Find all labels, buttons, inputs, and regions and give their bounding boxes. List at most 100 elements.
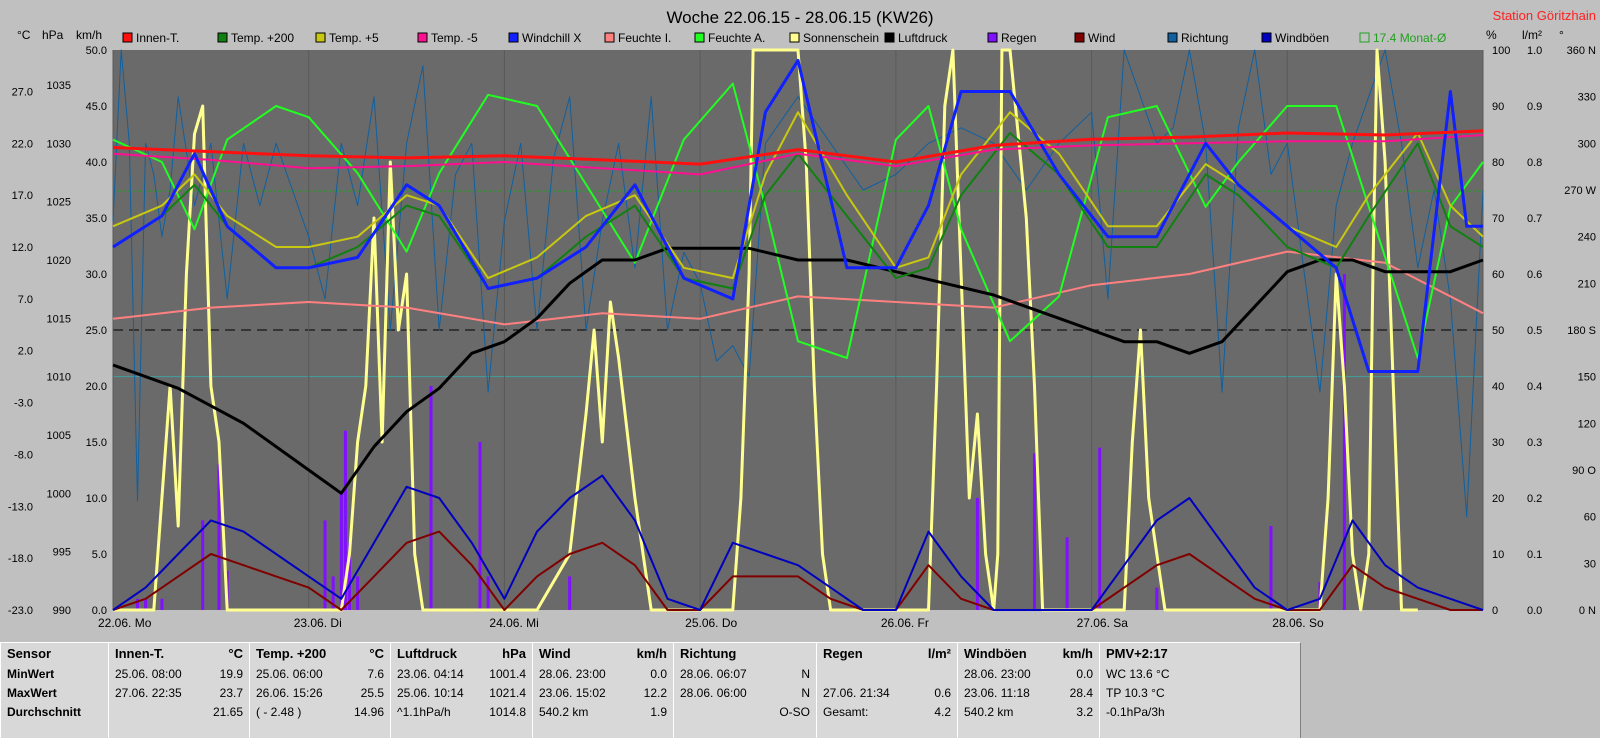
legend-swatch-1 <box>217 32 228 43</box>
row-label-column: Sensor MinWert MaxWert Durchschnitt <box>0 642 110 738</box>
series-line-luftdruck <box>112 246 1484 495</box>
series-line-innen-t- <box>112 129 1484 166</box>
tick-speed_kmh-9: 5.0 <box>92 549 107 561</box>
stats-cell-value: 25.5 <box>360 686 384 700</box>
legend-swatch-13 <box>1359 32 1370 43</box>
legend-swatch-6 <box>694 32 705 43</box>
stats-cell-value: 14.96 <box>353 705 384 719</box>
tick-percent-7: 30 <box>1492 437 1504 449</box>
legend-label-13: 17.4 Monat-Ø <box>1373 31 1446 45</box>
series-line-feuchte-a- <box>112 82 1484 359</box>
tick-pressure_hpa-6: 1005 <box>47 430 71 442</box>
stats-cell-label: 27.06. 22:35 <box>115 686 182 700</box>
tick-direction-10: 60 <box>1584 512 1596 524</box>
tick-pressure_hpa-1: 1030 <box>47 138 71 150</box>
station-label: Station Göritzhain <box>1493 8 1596 23</box>
legend-swatch-4 <box>508 32 519 43</box>
tick-temp_c-6: -3.0 <box>14 398 33 410</box>
series-line-windchill-x <box>112 58 1483 373</box>
tick-speed_kmh-7: 15.0 <box>86 437 107 449</box>
stats-cell-value: 21.65 <box>212 705 243 719</box>
unit-percent: % <box>1486 28 1497 42</box>
tick-temp_c-3: 12.0 <box>12 242 33 254</box>
stats-header-unit: °C <box>228 646 243 661</box>
stats-column-7: PMV+2:17 WC 13.6 °C TP 10.3 °C -0.1hPa/3h <box>1099 642 1301 738</box>
legend-label-10: Wind <box>1088 31 1115 45</box>
tick-direction-1: 330 <box>1578 92 1596 104</box>
stats-cell-label: WC 13.6 °C <box>1106 667 1170 681</box>
stats-cell-label: 28.06. 06:07 <box>680 667 747 681</box>
legend-label-1: Temp. +200 <box>231 31 294 45</box>
legend-label-4: Windchill X <box>522 31 581 45</box>
legend-swatch-2 <box>315 32 326 43</box>
tick-rain-8: 0.2 <box>1527 493 1542 505</box>
stats-cell-label: 28.06. 06:00 <box>680 686 747 700</box>
tick-speed_kmh-8: 10.0 <box>86 493 107 505</box>
unit-hpa: hPa <box>42 28 64 42</box>
stats-cell-label: 25.06. 08:00 <box>115 667 182 681</box>
tick-day-4: 26.06. Fr <box>881 616 929 630</box>
legend-label-6: Feuchte A. <box>708 31 765 45</box>
series-line-wind <box>112 530 1483 611</box>
tick-direction-4: 240 <box>1578 232 1596 244</box>
legend-label-8: Luftdruck <box>898 31 948 45</box>
tick-direction-2: 300 <box>1578 138 1596 150</box>
tick-rain-0: 1.0 <box>1527 45 1542 57</box>
tick-speed_kmh-6: 20.0 <box>86 381 107 393</box>
legend-swatch-3 <box>417 32 428 43</box>
stats-cell-label: 27.06. 21:34 <box>823 686 890 700</box>
tick-speed_kmh-4: 30.0 <box>86 269 107 281</box>
tick-temp_c-5: 2.0 <box>18 346 33 358</box>
legend-label-7: Sonnenschein <box>803 31 879 45</box>
stats-cell-value: 12.2 <box>643 686 667 700</box>
stats-cell-value: 0.6 <box>934 686 951 700</box>
stats-cell-value: 1021.4 <box>489 686 526 700</box>
tick-temp_c-4: 7.0 <box>18 294 33 306</box>
tick-direction-9: 90 O <box>1572 465 1596 477</box>
stats-header-unit: l/m² <box>927 646 951 661</box>
legend-label-12: Windböen <box>1275 31 1329 45</box>
tick-percent-3: 70 <box>1492 213 1504 225</box>
tick-percent-0: 100 <box>1492 45 1510 57</box>
tick-rain-5: 0.5 <box>1527 325 1542 337</box>
tick-percent-6: 40 <box>1492 381 1504 393</box>
tick-direction-12: 0 N <box>1579 605 1596 617</box>
stats-cell-value: 28.4 <box>1069 686 1093 700</box>
stats-cell-value: 23.7 <box>219 686 243 700</box>
legend-swatch-7 <box>789 32 800 43</box>
unit-celsius: °C <box>17 28 31 42</box>
tick-pressure_hpa-8: 995 <box>53 547 71 559</box>
unit-deg: ° <box>1559 28 1564 42</box>
stats-cell-label: ^1.1hPa/h <box>397 705 451 719</box>
stats-cell-value: 0.0 <box>1076 667 1093 681</box>
tick-direction-0: 360 N <box>1567 45 1596 57</box>
stats-header-name: Wind <box>539 646 571 661</box>
tick-pressure_hpa-2: 1025 <box>47 197 71 209</box>
tick-temp_c-9: -18.0 <box>8 553 33 565</box>
legend-label-0: Innen-T. <box>136 31 179 45</box>
legend-swatch-8 <box>884 32 895 43</box>
unit-lm2: l/m² <box>1522 28 1542 42</box>
tick-pressure_hpa-5: 1010 <box>47 372 71 384</box>
tick-temp_c-0: 27.0 <box>12 86 33 98</box>
tick-temp_c-8: -13.0 <box>8 501 33 513</box>
tick-pressure_hpa-0: 1035 <box>47 80 71 92</box>
tick-speed_kmh-5: 25.0 <box>86 325 107 337</box>
stats-column-2: Luftdruck hPa 23.06. 04:14 1001.4 25.06. 10:… <box>390 642 533 738</box>
stats-cell-label: 23.06. 04:14 <box>397 667 464 681</box>
legend-label-2: Temp. +5 <box>329 31 379 45</box>
row-label-sensor: Sensor <box>7 646 52 661</box>
tick-day-1: 23.06. Di <box>294 616 342 630</box>
stats-header-unit: °C <box>369 646 384 661</box>
tick-temp_c-1: 22.0 <box>12 138 33 150</box>
tick-percent-8: 20 <box>1492 493 1504 505</box>
stats-column-4: Richtung 28.06. 06:07 N 28.06. 06:00 N O-SO <box>673 642 817 738</box>
tick-percent-4: 60 <box>1492 269 1504 281</box>
legend-swatch-9 <box>987 32 998 43</box>
stats-cell-label: Gesamt: <box>823 705 869 719</box>
stats-header-name: Regen <box>823 646 863 661</box>
tick-day-2: 24.06. Mi <box>489 616 538 630</box>
tick-percent-5: 50 <box>1492 325 1504 337</box>
tick-day-6: 28.06. So <box>1272 616 1324 630</box>
stats-cell-value: N <box>801 667 810 681</box>
